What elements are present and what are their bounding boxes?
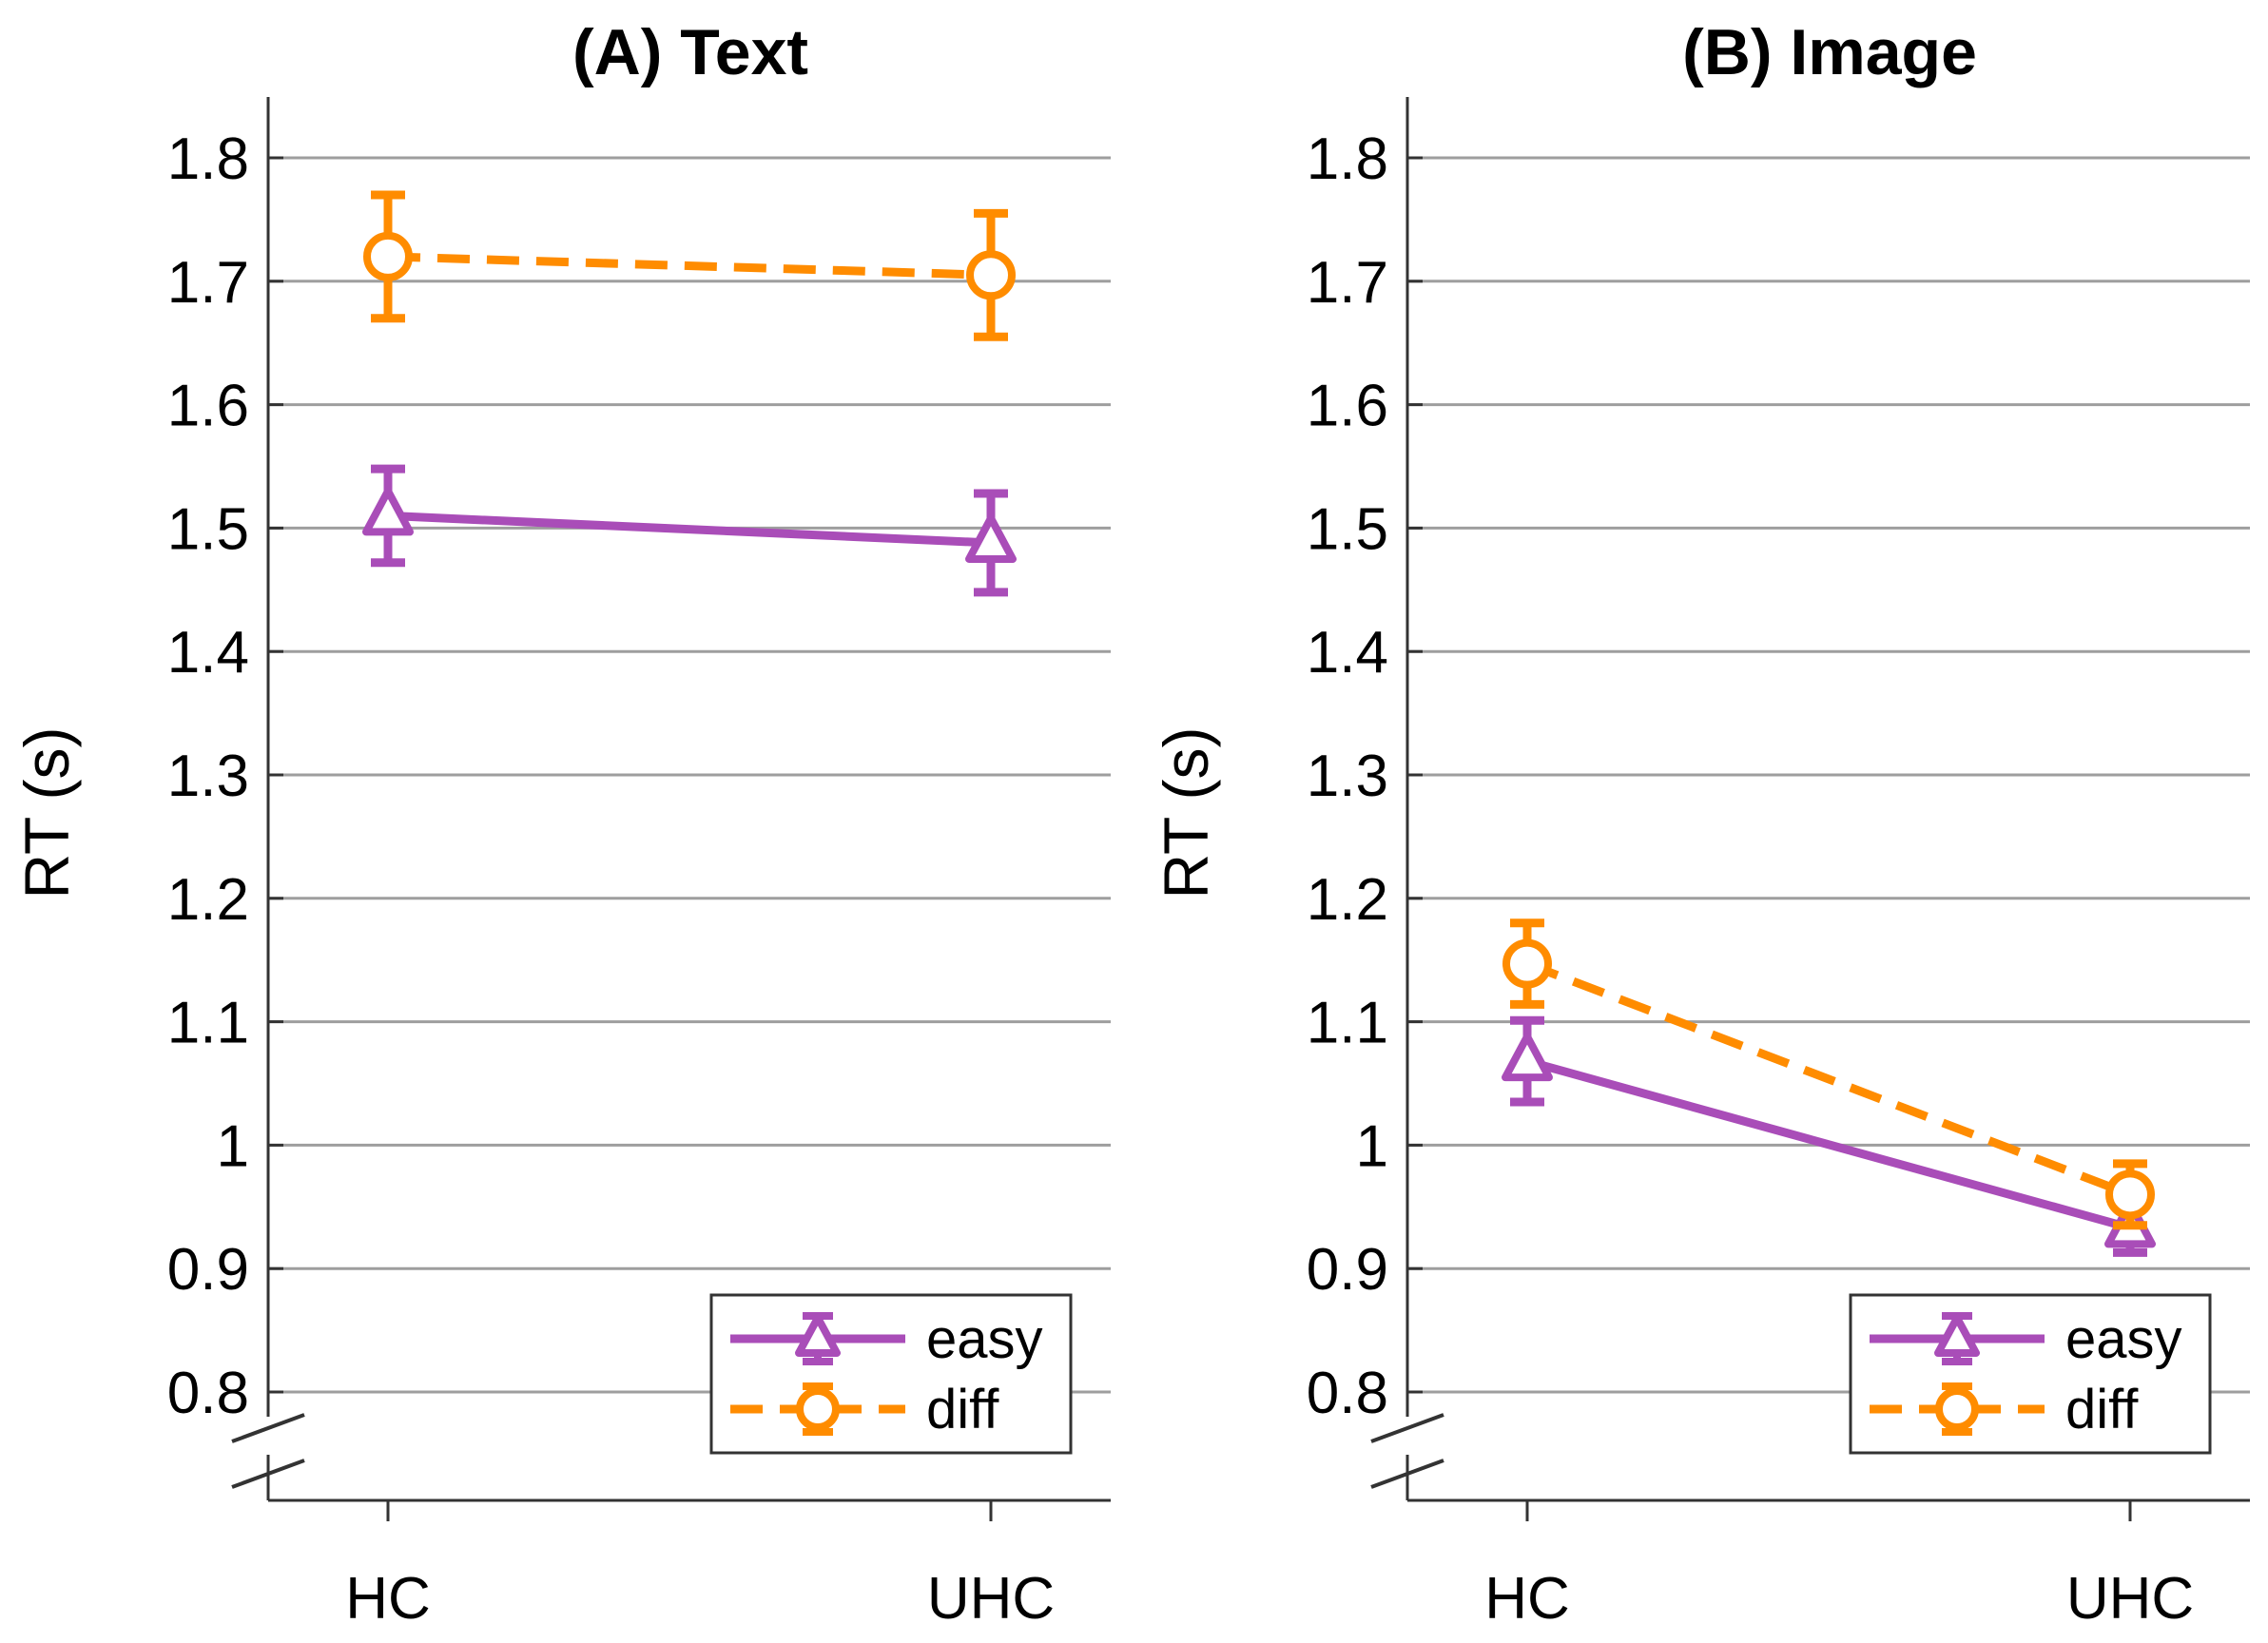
data-point xyxy=(1502,1033,1553,1082)
x-tick-label: UHC xyxy=(927,1566,1055,1632)
y-tick-label: 1.7 xyxy=(1307,250,1388,316)
chart-title: (B) Image xyxy=(1682,16,1977,88)
y-tick-label: 0.9 xyxy=(167,1237,249,1303)
y-tick-label: 1.4 xyxy=(167,620,249,686)
legend-label: diff xyxy=(2065,1379,2139,1440)
y-tick-label: 1.3 xyxy=(1307,744,1388,809)
y-tick-label: 0.8 xyxy=(167,1361,249,1426)
y-axis-label: RT (s) xyxy=(11,727,82,899)
y-axis-label: RT (s) xyxy=(1151,727,1221,899)
x-tick-label: HC xyxy=(1484,1566,1570,1632)
series-line-diff xyxy=(1525,959,2132,1199)
axis-break-mark xyxy=(231,1459,305,1489)
x-tick-label: HC xyxy=(345,1566,431,1632)
x-tick-label: UHC xyxy=(2066,1566,2194,1632)
y-tick-label: 1.6 xyxy=(167,374,249,439)
data-point xyxy=(362,487,414,536)
data-point xyxy=(1502,938,1552,989)
data-point xyxy=(2105,1169,2155,1220)
y-tick-label: 1.1 xyxy=(1307,991,1388,1056)
data-point xyxy=(363,231,413,281)
series-line-easy xyxy=(1525,1056,2132,1232)
legend-label: easy xyxy=(2065,1308,2182,1370)
y-tick-label: 1.8 xyxy=(1307,126,1388,192)
y-tick-label: 1.6 xyxy=(1307,374,1388,439)
axis-break-mark xyxy=(231,1413,305,1443)
y-tick-label: 1.2 xyxy=(1307,867,1388,933)
legend-box xyxy=(1849,1293,2212,1455)
y-tick-label: 1.5 xyxy=(1307,496,1388,562)
series-diff xyxy=(363,190,1016,341)
y-tick-label: 1.3 xyxy=(167,744,249,809)
y-tick-label: 0.9 xyxy=(1307,1237,1388,1303)
y-tick-label: 1 xyxy=(217,1113,249,1179)
legend: easy diff xyxy=(709,1293,1073,1455)
y-tick-label: 1.1 xyxy=(167,991,249,1056)
chart-title: (A) Text xyxy=(572,16,808,88)
axis-break-mark xyxy=(1370,1413,1444,1443)
y-tick-label: 0.8 xyxy=(1307,1361,1388,1426)
legend-box xyxy=(709,1293,1073,1455)
series-easy xyxy=(1502,1015,2156,1257)
series-line-easy xyxy=(387,511,992,548)
y-tick-label: 1.4 xyxy=(1307,620,1388,686)
legend-marker xyxy=(795,1314,841,1357)
legend: easy diff xyxy=(1849,1293,2212,1455)
y-tick-label: 1.5 xyxy=(167,496,249,562)
legend-label: easy xyxy=(926,1308,1043,1370)
series-diff xyxy=(1502,918,2155,1230)
y-tick-label: 1.8 xyxy=(167,126,249,192)
legend-marker xyxy=(796,1387,840,1431)
series-easy xyxy=(362,464,1017,597)
y-tick-label: 1.2 xyxy=(167,867,249,933)
y-tick-label: 1 xyxy=(1356,1113,1388,1179)
legend-marker xyxy=(1934,1314,1980,1357)
axis-break-mark xyxy=(1370,1459,1444,1489)
chart-panel-1: (B) Image 0.8 0.9 1 1.1 1.2 1.3 1.4 1.5 1.6 1.7 1.8… xyxy=(1151,16,2250,1632)
series-line-diff xyxy=(387,252,992,280)
legend-marker xyxy=(1935,1387,1979,1431)
y-tick-label: 1.7 xyxy=(167,250,249,316)
chart-panel-0: (A) Text 0.8 0.9 1 1.1 1.2 1.3 1.4 1.5 1.6 1.7 1.8 H… xyxy=(11,16,1111,1632)
data-point xyxy=(966,250,1016,300)
legend-label: diff xyxy=(926,1379,999,1440)
data-point xyxy=(965,513,1017,563)
